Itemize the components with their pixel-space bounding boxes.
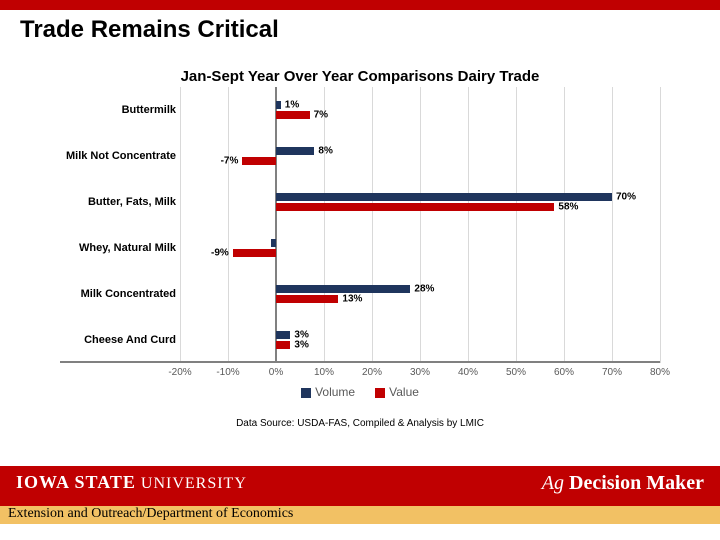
value-bar bbox=[276, 341, 290, 349]
footer: IOWA STATE UNIVERSITY Ag Decision Maker … bbox=[0, 466, 720, 540]
category-group: Buttermilk 1% 7% bbox=[60, 87, 660, 133]
chart-plot: -20%-10%0%10%20%30%40%50%60%70%80%Butter… bbox=[60, 87, 660, 363]
top-accent-bar bbox=[0, 0, 720, 10]
volume-bar bbox=[276, 193, 612, 201]
legend-label: Value bbox=[389, 385, 419, 399]
bar-value-label: -9% bbox=[211, 248, 229, 259]
x-tick-label: 60% bbox=[554, 367, 574, 378]
value-bar bbox=[276, 111, 310, 119]
bar-value-label: 70% bbox=[616, 192, 636, 203]
category-label: Butter, Fats, Milk bbox=[60, 196, 180, 208]
bar-value-label: 58% bbox=[558, 202, 578, 213]
slide-title: Trade Remains Critical bbox=[0, 10, 720, 44]
legend-swatch bbox=[301, 388, 311, 398]
x-tick-label: 10% bbox=[314, 367, 334, 378]
agdm-dm: Decision Maker bbox=[569, 472, 704, 494]
bar-value-label: 3% bbox=[294, 340, 308, 351]
bar-value-label: 1% bbox=[285, 100, 299, 111]
data-source-text: Data Source: USDA-FAS, Compiled & Analys… bbox=[0, 418, 720, 429]
isu-iowa: IOWA bbox=[16, 472, 75, 492]
volume-bar bbox=[276, 147, 314, 155]
volume-bar bbox=[276, 101, 281, 109]
category-label: Cheese And Curd bbox=[60, 334, 180, 346]
x-tick-label: 0% bbox=[269, 367, 283, 378]
category-group: Milk Concentrated 28% 13% bbox=[60, 271, 660, 317]
isu-logo: IOWA STATE UNIVERSITY bbox=[16, 472, 247, 493]
gridline bbox=[660, 87, 661, 363]
legend-item: Volume bbox=[301, 385, 355, 399]
agdm-ag: Ag bbox=[542, 472, 569, 494]
value-bar bbox=[233, 249, 276, 257]
x-tick-label: -20% bbox=[168, 367, 191, 378]
x-tick-label: 50% bbox=[506, 367, 526, 378]
bar-value-label: -7% bbox=[221, 156, 239, 167]
x-tick-label: 20% bbox=[362, 367, 382, 378]
bar-value-label: 7% bbox=[314, 110, 328, 121]
legend-label: Volume bbox=[315, 385, 355, 399]
category-group: Whey, Natural Milk -9% bbox=[60, 225, 660, 271]
value-bar bbox=[276, 203, 554, 211]
category-group: Butter, Fats, Milk 70% 58% bbox=[60, 179, 660, 225]
category-group: Milk Not Concentrate 8% -7% bbox=[60, 133, 660, 179]
legend-swatch bbox=[375, 388, 385, 398]
bar-value-label: 28% bbox=[414, 284, 434, 295]
value-bar bbox=[242, 157, 276, 165]
category-label: Buttermilk bbox=[60, 104, 180, 116]
category-label: Milk Concentrated bbox=[60, 288, 180, 300]
footer-lower: Extension and Outreach/Department of Eco… bbox=[0, 506, 720, 524]
category-label: Milk Not Concentrate bbox=[60, 150, 180, 162]
isu-university: UNIVERSITY bbox=[136, 475, 247, 492]
x-tick-label: 80% bbox=[650, 367, 670, 378]
bar-value-label: 8% bbox=[318, 146, 332, 157]
chart-container: Jan-Sept Year Over Year Comparisons Dair… bbox=[60, 68, 660, 398]
volume-bar bbox=[271, 239, 276, 247]
category-label: Whey, Natural Milk bbox=[60, 242, 180, 254]
footer-upper: IOWA STATE UNIVERSITY Ag Decision Maker bbox=[0, 466, 720, 506]
volume-bar bbox=[276, 331, 290, 339]
x-tick-label: 40% bbox=[458, 367, 478, 378]
chart-legend: Volume Value bbox=[60, 385, 660, 399]
volume-bar bbox=[276, 285, 410, 293]
extension-text: Extension and Outreach/Department of Eco… bbox=[8, 506, 293, 522]
value-bar bbox=[276, 295, 338, 303]
x-tick-label: 30% bbox=[410, 367, 430, 378]
bar-value-label: 13% bbox=[342, 294, 362, 305]
isu-state: STATE bbox=[75, 472, 136, 492]
chart-title: Jan-Sept Year Over Year Comparisons Dair… bbox=[60, 68, 660, 85]
x-tick-label: 70% bbox=[602, 367, 622, 378]
legend-item: Value bbox=[375, 385, 419, 399]
x-tick-label: -10% bbox=[216, 367, 239, 378]
category-group: Cheese And Curd3%3% bbox=[60, 317, 660, 363]
ag-decision-maker-logo: Ag Decision Maker bbox=[542, 472, 704, 495]
